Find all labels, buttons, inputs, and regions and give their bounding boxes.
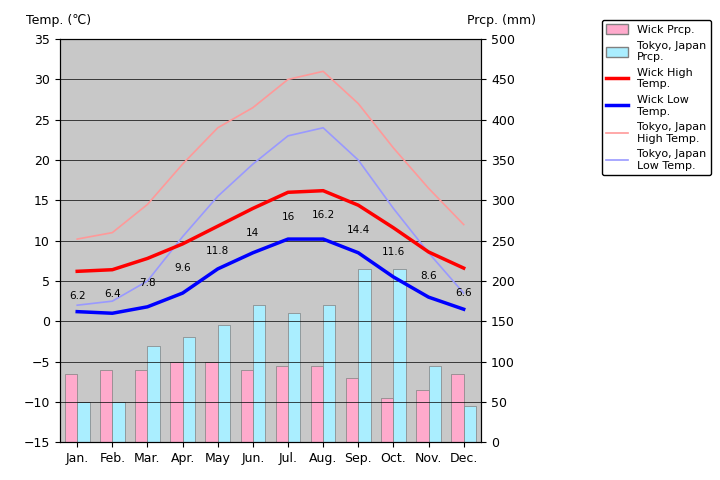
Bar (323, 305, 336, 442)
Bar (393, 269, 405, 442)
Text: 6.4: 6.4 (104, 289, 121, 299)
Bar (205, 361, 217, 442)
Text: Temp. (℃): Temp. (℃) (26, 14, 91, 27)
Bar (276, 366, 288, 442)
Bar (253, 305, 265, 442)
Bar (135, 370, 148, 442)
Bar (183, 337, 195, 442)
Bar (65, 374, 77, 442)
Text: 7.8: 7.8 (139, 278, 156, 288)
Text: 11.6: 11.6 (382, 247, 405, 257)
Text: 11.8: 11.8 (206, 246, 230, 256)
Text: 6.6: 6.6 (455, 288, 472, 298)
Text: 16: 16 (282, 212, 294, 222)
Bar (428, 366, 441, 442)
Bar (217, 325, 230, 442)
Text: Prcp. (mm): Prcp. (mm) (467, 14, 536, 27)
Bar (100, 370, 112, 442)
Text: 16.2: 16.2 (312, 210, 335, 220)
Text: 6.2: 6.2 (69, 291, 86, 301)
Bar (416, 390, 428, 442)
Bar (240, 370, 253, 442)
Text: 9.6: 9.6 (174, 264, 191, 273)
Bar (381, 398, 393, 442)
Text: 8.6: 8.6 (420, 271, 437, 281)
Bar (148, 346, 160, 442)
Bar (77, 402, 89, 442)
Legend: Wick Prcp., Tokyo, Japan
Prcp., Wick High
Temp., Wick Low
Temp., Tokyo, Japan
Hi: Wick Prcp., Tokyo, Japan Prcp., Wick Hig… (602, 20, 711, 175)
Text: 14: 14 (246, 228, 259, 238)
Text: 14.4: 14.4 (346, 225, 370, 235)
Bar (112, 402, 125, 442)
Bar (311, 366, 323, 442)
Bar (171, 361, 183, 442)
Bar (464, 406, 476, 442)
Bar (346, 378, 359, 442)
Bar (359, 269, 371, 442)
Bar (288, 313, 300, 442)
Bar (451, 374, 464, 442)
